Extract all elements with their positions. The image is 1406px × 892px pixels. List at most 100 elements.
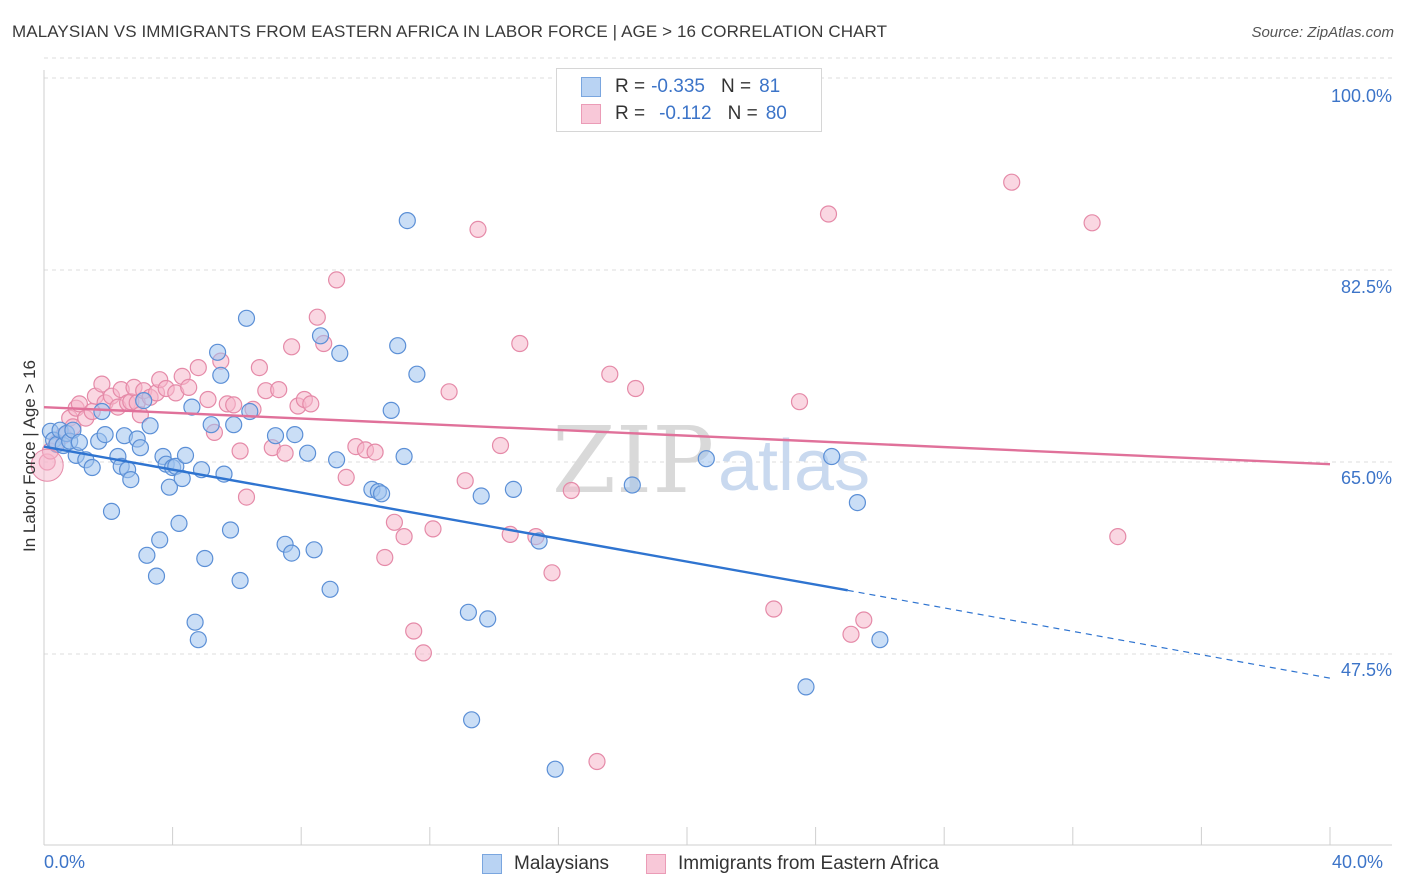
y-axis-label: In Labor Force | Age > 16	[20, 359, 39, 553]
point-malaysians	[848, 494, 867, 512]
point-malaysians	[398, 212, 416, 230]
legend-n-label: N =	[727, 103, 758, 124]
point-malaysians	[135, 392, 153, 410]
point-malaysians	[395, 447, 413, 466]
bottom-legend-eastern-africa: Immigrants from Eastern Africa	[646, 852, 939, 876]
point-malaysians	[459, 603, 477, 621]
trend-extension-malaysians	[847, 589, 1331, 679]
point-malaysians	[209, 343, 227, 361]
point-malaysians	[408, 365, 426, 383]
point-malaysians	[221, 521, 240, 539]
point-eastern-africa	[562, 481, 580, 500]
point-malaysians	[871, 631, 889, 649]
point-eastern-africa	[302, 395, 320, 413]
point-eastern-africa	[819, 205, 838, 223]
point-eastern-africa	[414, 644, 432, 662]
point-malaysians	[186, 613, 204, 631]
stats-legend: R = -0.335 N = 81 R = -0.112 N = 80	[556, 68, 822, 132]
point-malaysians	[122, 471, 140, 489]
legend-swatch-malaysians	[581, 77, 601, 97]
point-eastern-africa	[237, 488, 256, 506]
data-points	[30, 173, 1127, 778]
point-malaysians	[141, 417, 159, 435]
point-malaysians	[823, 447, 841, 466]
point-eastern-africa	[405, 622, 423, 640]
point-malaysians	[283, 544, 301, 562]
point-eastern-africa	[366, 443, 384, 461]
point-malaysians	[237, 309, 256, 327]
point-eastern-africa	[376, 548, 394, 567]
point-malaysians	[183, 398, 201, 416]
point-malaysians	[472, 487, 490, 505]
point-eastern-africa	[231, 442, 249, 460]
point-eastern-africa-cluster	[30, 448, 64, 482]
point-malaysians	[623, 476, 641, 494]
point-malaysians	[266, 427, 285, 445]
bottom-legend-swatch	[646, 854, 666, 874]
legend-n-value: 81	[759, 76, 781, 97]
point-eastern-africa	[283, 338, 301, 356]
y-tick-label: 82.5%	[1340, 277, 1392, 297]
point-malaysians	[202, 416, 220, 434]
point-malaysians	[328, 451, 346, 469]
point-eastern-africa	[276, 444, 294, 462]
bottom-legend-malaysians: Malaysians	[482, 852, 609, 876]
point-malaysians	[299, 444, 317, 462]
point-malaysians	[83, 458, 101, 477]
legend-n-value: 80	[765, 103, 787, 124]
point-eastern-africa	[456, 472, 474, 490]
y-tick-label: 65.0%	[1340, 468, 1392, 488]
point-eastern-africa	[250, 359, 268, 377]
point-malaysians	[170, 514, 188, 533]
point-eastern-africa	[601, 365, 619, 383]
bottom-legend-label: Malaysians	[514, 853, 610, 874]
point-malaysians	[138, 546, 156, 564]
point-eastern-africa	[270, 381, 288, 399]
point-malaysians	[697, 450, 715, 468]
point-eastern-africa	[440, 383, 458, 401]
point-eastern-africa	[337, 468, 355, 486]
point-malaysians	[389, 337, 407, 355]
point-eastern-africa	[385, 513, 403, 531]
point-eastern-africa	[1109, 527, 1127, 546]
point-eastern-africa	[543, 564, 561, 582]
trend-lines	[43, 405, 1331, 679]
point-eastern-africa	[225, 396, 243, 414]
point-eastern-africa	[189, 359, 207, 377]
legend-swatch-eastern-africa	[581, 104, 601, 124]
x-tick-label-max: 40.0%	[1332, 852, 1384, 872]
legend-row-eastern-africa: R = -0.112 N = 80	[581, 101, 787, 127]
point-malaysians	[189, 631, 207, 649]
point-malaysians	[373, 485, 391, 503]
point-malaysians	[321, 580, 339, 598]
point-malaysians	[160, 478, 178, 496]
point-malaysians	[176, 446, 195, 464]
point-malaysians	[147, 567, 166, 585]
point-eastern-africa	[424, 520, 442, 538]
legend-r-label: R =	[615, 103, 646, 124]
point-eastern-africa	[511, 334, 529, 353]
point-malaysians	[93, 402, 111, 421]
legend-r-value: -0.112	[659, 103, 712, 124]
point-malaysians	[311, 327, 330, 345]
watermark-zip: ZIP	[552, 407, 714, 514]
point-malaysians	[331, 344, 349, 362]
legend-r-label: R =	[615, 76, 646, 97]
gridlines	[44, 57, 1392, 655]
y-tick-label: 100.0%	[1330, 86, 1392, 106]
point-eastern-africa	[1003, 173, 1021, 191]
point-eastern-africa	[855, 611, 873, 629]
point-malaysians	[286, 426, 304, 444]
legend-row-malaysians: R = -0.335 N = 81	[581, 74, 780, 100]
point-malaysians	[546, 760, 564, 778]
point-eastern-africa	[491, 436, 510, 455]
point-malaysians	[382, 401, 400, 419]
point-eastern-africa	[469, 220, 487, 238]
point-malaysians	[797, 678, 815, 696]
point-eastern-africa	[328, 271, 346, 289]
x-tick-label-min: 0.0%	[44, 852, 86, 872]
point-malaysians	[231, 571, 249, 590]
point-malaysians	[212, 366, 230, 384]
point-eastern-africa	[790, 393, 809, 411]
